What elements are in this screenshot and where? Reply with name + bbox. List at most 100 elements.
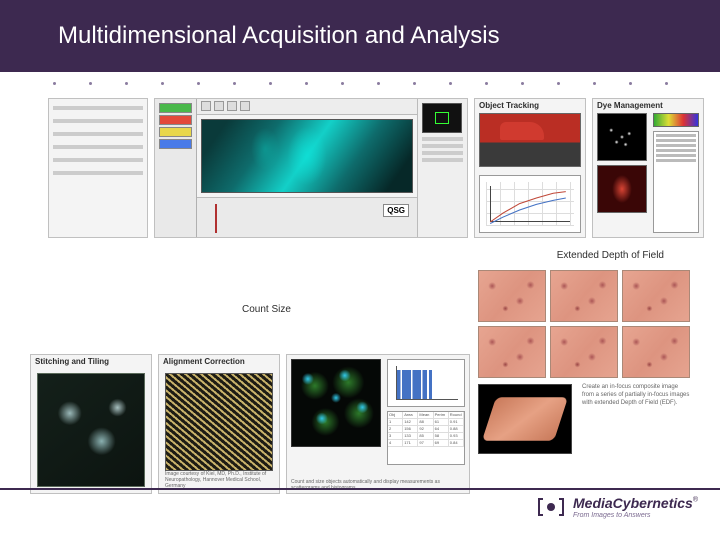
dot xyxy=(413,82,416,85)
edf-label: Extended Depth of Field xyxy=(557,250,664,261)
table-cell: 0.93 xyxy=(449,433,464,440)
dot xyxy=(521,82,524,85)
tissue-tile xyxy=(550,270,618,322)
toolbar-button[interactable] xyxy=(240,101,250,111)
dot xyxy=(377,82,380,85)
tracking-chart xyxy=(479,175,581,233)
dot xyxy=(89,82,92,85)
dot-row xyxy=(0,72,720,94)
dye-color-ramp xyxy=(653,113,699,127)
param-row xyxy=(53,171,143,175)
table-cell: 0.84 xyxy=(449,440,464,447)
table-cell: 1 xyxy=(388,419,403,426)
panel-stitching: Stitching and Tiling xyxy=(30,354,152,494)
panel-title: Object Tracking xyxy=(479,101,539,110)
slide-footer: MediaCybernetics® From Images to Answers xyxy=(0,488,720,524)
tissue-tile xyxy=(478,326,546,378)
dot xyxy=(125,82,128,85)
count-histogram xyxy=(387,359,465,407)
list-item[interactable] xyxy=(656,154,696,157)
table-cell: 69 xyxy=(434,440,449,447)
dot xyxy=(269,82,272,85)
alignment-image xyxy=(165,373,273,471)
param-row xyxy=(422,137,463,141)
channel-red[interactable] xyxy=(159,115,192,125)
dot xyxy=(233,82,236,85)
table-cell: 88 xyxy=(418,419,433,426)
table-cell: 0.88 xyxy=(449,426,464,433)
param-row xyxy=(53,132,143,136)
fluorescence-image xyxy=(291,359,381,447)
live-image[interactable] xyxy=(201,119,413,193)
table-cell: 64 xyxy=(434,426,449,433)
table-cell: 97 xyxy=(418,440,433,447)
list-item[interactable] xyxy=(656,159,696,162)
roi-preview[interactable] xyxy=(422,103,462,133)
list-item[interactable] xyxy=(656,149,696,152)
table-header: Obj xyxy=(388,412,403,419)
table-cell: 3 xyxy=(388,433,403,440)
param-row xyxy=(53,106,143,110)
table-header: Area xyxy=(403,412,418,419)
dot xyxy=(485,82,488,85)
bottom-panel-row: Stitching and Tiling Alignment Correctio… xyxy=(30,354,470,494)
table-header: Round xyxy=(449,412,464,419)
table-cell: 142 xyxy=(403,419,418,426)
param-row xyxy=(422,151,463,155)
count-size-label: Count Size xyxy=(242,304,291,315)
toolbar-button[interactable] xyxy=(214,101,224,111)
table-header: Mean xyxy=(418,412,433,419)
edf-bottom-row: Create an in-focus composite image from … xyxy=(478,384,690,454)
edf-surface-plot xyxy=(478,384,572,454)
brand-tagline: From Images to Answers xyxy=(573,512,698,519)
panel-title: Alignment Correction xyxy=(163,357,245,366)
acquisition-toolbar xyxy=(197,99,417,115)
brand-name: MediaCybernetics xyxy=(573,495,693,511)
slide-header: Multidimensional Acquisition and Analysi… xyxy=(0,0,720,72)
qsg-button[interactable]: QSG xyxy=(383,204,409,217)
dot xyxy=(341,82,344,85)
alignment-caption: Image courtesy of Kiel, MD, Ph.D., Insti… xyxy=(165,471,273,489)
table-cell: 156 xyxy=(403,426,418,433)
table-cell: 171 xyxy=(403,440,418,447)
dot xyxy=(629,82,632,85)
table-cell: 85 xyxy=(418,433,433,440)
list-item[interactable] xyxy=(656,144,696,147)
dot xyxy=(665,82,668,85)
dye-list xyxy=(653,131,699,233)
list-item[interactable] xyxy=(656,139,696,142)
dot xyxy=(557,82,560,85)
panel-object-tracking: Object Tracking xyxy=(474,98,586,238)
edf-tile-grid xyxy=(478,270,690,378)
toolbar-button[interactable] xyxy=(227,101,237,111)
list-item[interactable] xyxy=(656,134,696,137)
param-row xyxy=(422,144,463,148)
registered-mark: ® xyxy=(693,496,698,503)
slide-body: QSG Object Tracking D xyxy=(0,94,720,524)
table-cell: 92 xyxy=(418,426,433,433)
dye-rendered xyxy=(597,165,647,213)
param-row xyxy=(422,158,463,162)
dot xyxy=(197,82,200,85)
logo-text: MediaCybernetics® From Images to Answers xyxy=(573,496,698,519)
panel-count-size: Obj Area Mean Perim Round 1 142 88 61 0.… xyxy=(286,354,470,494)
panel-title: Dye Management xyxy=(597,101,663,110)
microscope-control: QSG xyxy=(197,197,417,237)
top-panel-row: QSG Object Tracking D xyxy=(48,98,704,238)
table-cell: 4 xyxy=(388,440,403,447)
stage-indicator xyxy=(215,204,255,233)
channel-yellow[interactable] xyxy=(159,127,192,137)
dye-scatter xyxy=(597,113,647,161)
table-cell: 133 xyxy=(403,433,418,440)
tracking-image xyxy=(479,113,581,167)
stitching-image xyxy=(37,373,145,487)
channel-sidebar xyxy=(155,99,197,237)
table-header: Perim xyxy=(434,412,449,419)
param-row xyxy=(53,119,143,123)
table-cell: 2 xyxy=(388,426,403,433)
channel-green[interactable] xyxy=(159,103,192,113)
tissue-tile xyxy=(478,270,546,322)
dot xyxy=(53,82,56,85)
toolbar-button[interactable] xyxy=(201,101,211,111)
channel-blue[interactable] xyxy=(159,139,192,149)
